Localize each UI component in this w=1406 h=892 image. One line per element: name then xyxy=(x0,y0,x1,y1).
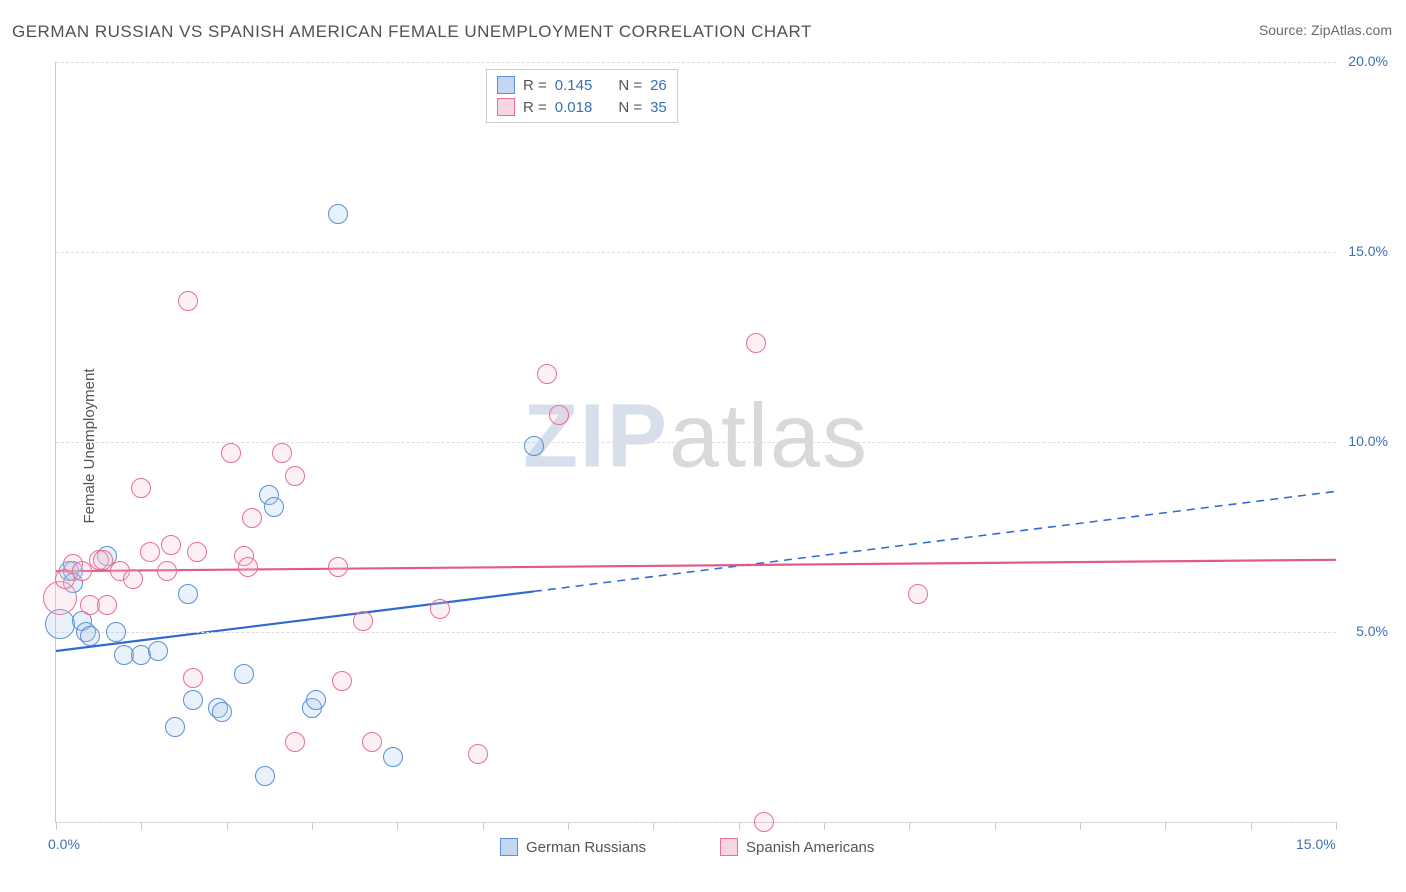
x-tick xyxy=(1080,822,1081,830)
data-point xyxy=(549,405,569,425)
data-point xyxy=(328,204,348,224)
x-tick xyxy=(909,822,910,830)
data-point xyxy=(430,599,450,619)
stats-n-prefix: N = xyxy=(618,77,642,94)
x-tick xyxy=(824,822,825,830)
x-tick xyxy=(1336,822,1337,830)
data-point xyxy=(72,561,92,581)
data-point xyxy=(537,364,557,384)
data-point xyxy=(754,812,774,832)
stats-n-prefix: N = xyxy=(618,99,642,116)
data-point xyxy=(353,611,373,631)
data-point xyxy=(187,542,207,562)
stats-n-value-1: 26 xyxy=(650,77,667,94)
x-tick xyxy=(56,822,57,830)
gridline xyxy=(56,822,1336,823)
chart-container: GERMAN RUSSIAN VS SPANISH AMERICAN FEMAL… xyxy=(0,0,1406,892)
data-point xyxy=(468,744,488,764)
footer-label-2: Spanish Americans xyxy=(746,839,874,856)
x-tick xyxy=(312,822,313,830)
data-point xyxy=(362,732,382,752)
trendline-dashed xyxy=(534,491,1336,591)
data-point xyxy=(80,626,100,646)
x-tick xyxy=(995,822,996,830)
data-point xyxy=(285,732,305,752)
y-tick-label: 20.0% xyxy=(1348,53,1388,69)
footer-label-1: German Russians xyxy=(526,839,646,856)
data-point xyxy=(178,584,198,604)
watermark-atlas: atlas xyxy=(669,386,869,486)
stats-swatch-1 xyxy=(497,76,515,94)
stats-n-value-2: 35 xyxy=(650,99,667,116)
gridline xyxy=(56,252,1336,253)
stats-r-prefix: R = xyxy=(523,99,547,116)
data-point xyxy=(106,622,126,642)
gridline xyxy=(56,442,1336,443)
data-point xyxy=(383,747,403,767)
x-tick xyxy=(1251,822,1252,830)
x-tick xyxy=(739,822,740,830)
x-tick-label: 0.0% xyxy=(48,836,80,852)
data-point xyxy=(306,690,326,710)
y-tick-label: 15.0% xyxy=(1348,243,1388,259)
data-point xyxy=(97,595,117,615)
data-point xyxy=(183,690,203,710)
gridline xyxy=(56,632,1336,633)
data-point xyxy=(165,717,185,737)
x-tick xyxy=(483,822,484,830)
x-tick xyxy=(141,822,142,830)
data-point xyxy=(264,497,284,517)
data-point xyxy=(183,668,203,688)
trendline-solid xyxy=(56,591,534,651)
data-point xyxy=(157,561,177,581)
footer-swatch-2 xyxy=(720,838,738,856)
data-point xyxy=(285,466,305,486)
x-tick xyxy=(397,822,398,830)
data-point xyxy=(148,641,168,661)
data-point xyxy=(255,766,275,786)
x-tick xyxy=(653,822,654,830)
data-point xyxy=(140,542,160,562)
watermark: ZIPatlas xyxy=(523,385,869,488)
stats-swatch-2 xyxy=(497,98,515,116)
data-point xyxy=(524,436,544,456)
data-point xyxy=(238,557,258,577)
data-point xyxy=(234,664,254,684)
footer-legend-a: German Russians xyxy=(500,838,646,856)
stats-row-2: R = 0.018 N = 35 xyxy=(497,96,667,118)
data-point xyxy=(746,333,766,353)
data-point xyxy=(221,443,241,463)
footer-legend-b: Spanish Americans xyxy=(720,838,874,856)
stats-r-value-1: 0.145 xyxy=(555,77,593,94)
x-tick xyxy=(1165,822,1166,830)
data-point xyxy=(212,702,232,722)
stats-legend-box: R = 0.145 N = 26 R = 0.018 N = 35 xyxy=(486,69,678,123)
plot-area: ZIPatlas R = 0.145 N = 26 R = 0.018 N = … xyxy=(55,62,1336,823)
y-tick-label: 10.0% xyxy=(1348,433,1388,449)
stats-r-prefix: R = xyxy=(523,77,547,94)
x-tick xyxy=(568,822,569,830)
stats-row-1: R = 0.145 N = 26 xyxy=(497,74,667,96)
gridline xyxy=(56,62,1336,63)
source-label: Source: ZipAtlas.com xyxy=(1259,22,1392,38)
data-point xyxy=(272,443,292,463)
data-point xyxy=(131,478,151,498)
stats-r-value-2: 0.018 xyxy=(555,99,593,116)
y-tick-label: 5.0% xyxy=(1356,623,1388,639)
chart-title: GERMAN RUSSIAN VS SPANISH AMERICAN FEMAL… xyxy=(12,22,812,42)
data-point xyxy=(242,508,262,528)
footer-swatch-1 xyxy=(500,838,518,856)
data-point xyxy=(123,569,143,589)
data-point xyxy=(332,671,352,691)
data-point xyxy=(328,557,348,577)
data-point xyxy=(178,291,198,311)
data-point xyxy=(161,535,181,555)
x-tick-label: 15.0% xyxy=(1296,836,1336,852)
watermark-zip: ZIP xyxy=(523,386,669,486)
data-point xyxy=(908,584,928,604)
x-tick xyxy=(227,822,228,830)
